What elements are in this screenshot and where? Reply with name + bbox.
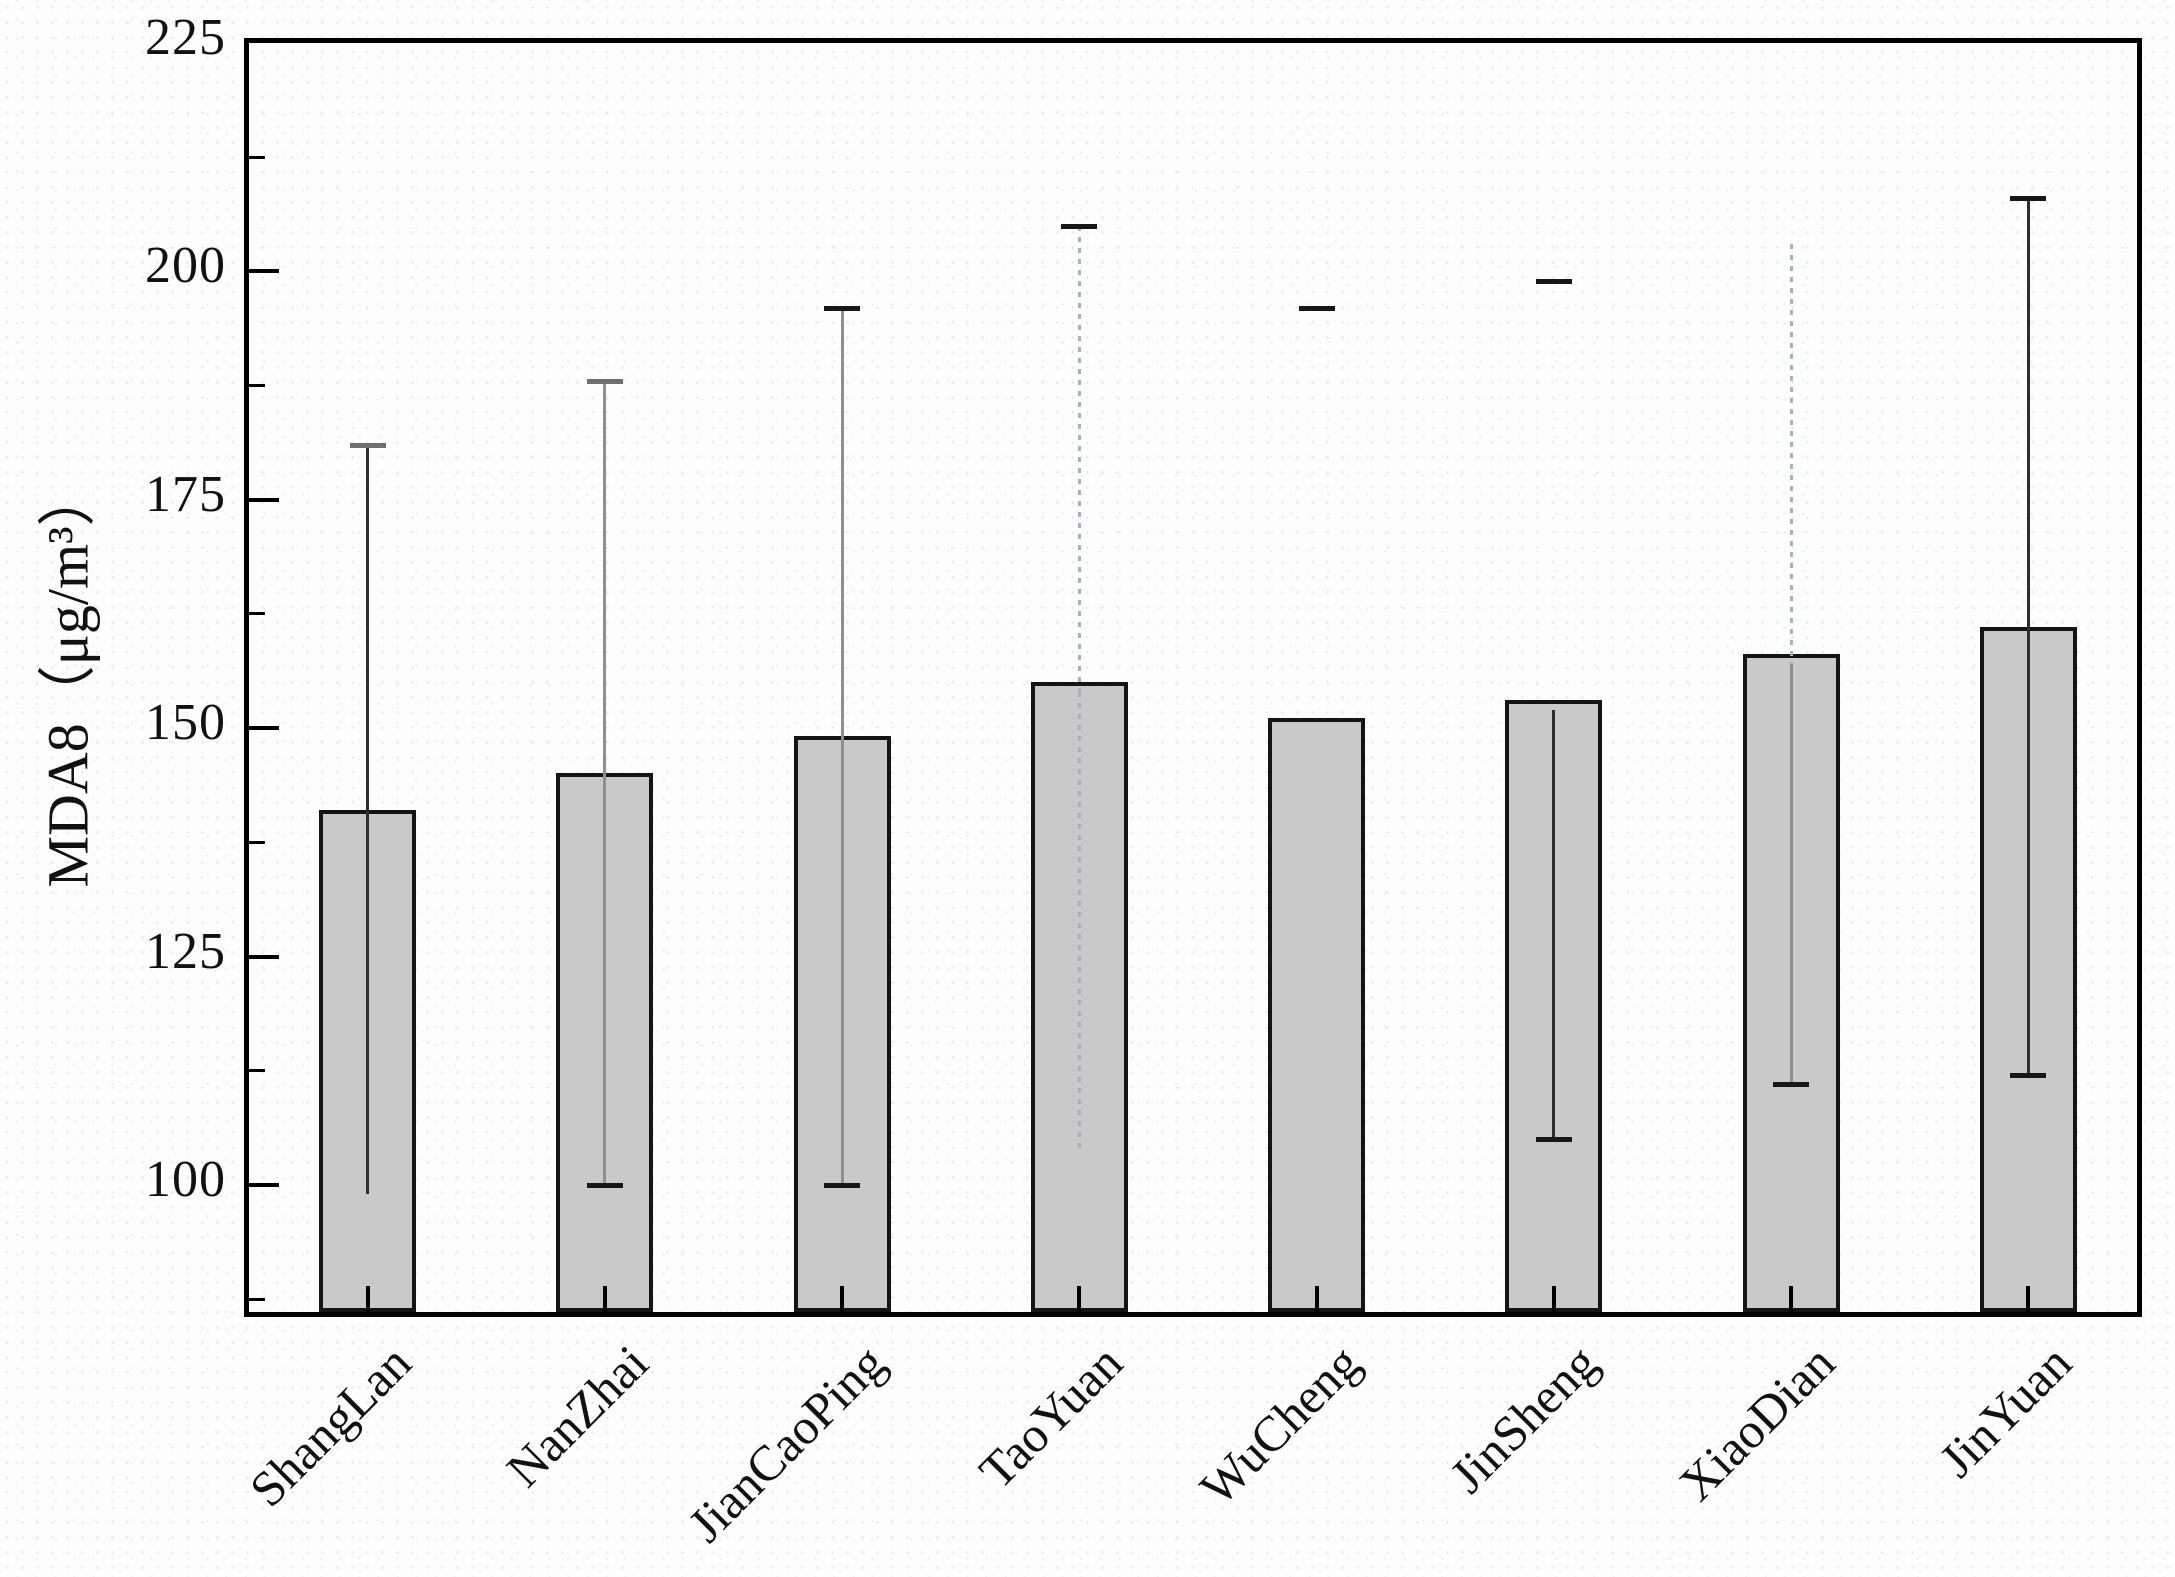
x-axis-tick — [1789, 1286, 1794, 1312]
x-tick-label-jinsheng: JinSheng — [1438, 1334, 1608, 1504]
error-cap-bottom — [824, 1182, 861, 1188]
error-cap-top — [824, 305, 861, 311]
error-cap-bottom — [1773, 1082, 1810, 1088]
error-cap-bottom — [586, 1182, 623, 1188]
x-axis-tick — [365, 1286, 370, 1312]
error-line-lower — [603, 782, 607, 1185]
x-axis-tick — [1314, 1286, 1319, 1312]
x-tick-label-shanglan: ShangLan — [238, 1334, 422, 1518]
x-tick-label-jinyuan: JinYuan — [1928, 1334, 2083, 1488]
x-tick-label-jiancaoping: JianCaoPing — [677, 1334, 897, 1553]
x-tick-label-xiaodian: XiaoDian — [1667, 1334, 1846, 1512]
y-axis-major-tick — [249, 269, 279, 274]
y-tick-label: 150 — [145, 694, 226, 752]
error-cap-top — [349, 442, 386, 448]
y-axis-minor-tick — [249, 612, 265, 616]
error-cap-bottom — [2010, 1073, 2047, 1079]
error-line-lower — [2026, 636, 2030, 1076]
error-line-lower — [840, 746, 844, 1185]
x-tick-label-nanzhai: NanZhai — [495, 1334, 659, 1498]
x-axis-tick — [2026, 1286, 2031, 1312]
error-line-upper — [1077, 225, 1081, 692]
y-axis-major-tick — [249, 497, 279, 502]
y-axis-title-text: MDA8（μg/m³） — [36, 467, 101, 888]
x-axis-tick — [602, 1286, 607, 1312]
y-axis-major-tick — [249, 954, 279, 959]
bar-wucheng — [1268, 718, 1366, 1312]
y-axis-minor-tick — [249, 155, 265, 159]
x-axis-tick — [840, 1286, 845, 1312]
y-tick-label: 225 — [145, 9, 226, 66]
y-axis-major-tick — [249, 726, 279, 731]
error-line-lower — [1789, 664, 1793, 1085]
error-line-lower — [366, 819, 370, 1195]
error-line-upper — [2026, 198, 2030, 637]
error-cap-top — [1535, 278, 1572, 284]
x-tick-label-taoyuan: TaoYuan — [968, 1334, 1134, 1500]
error-cap-top — [1298, 305, 1335, 311]
x-axis-tick — [1077, 1286, 1082, 1312]
error-cap-top — [586, 379, 623, 385]
y-tick-label: 200 — [145, 237, 226, 295]
error-line-lower — [1077, 691, 1081, 1149]
error-cap-bottom — [1535, 1137, 1572, 1143]
error-line-upper — [603, 381, 607, 783]
error-cap-top — [2010, 196, 2047, 202]
y-axis-minor-tick — [249, 1297, 265, 1301]
y-tick-label: 100 — [145, 1150, 226, 1208]
x-axis-tick — [1551, 1286, 1556, 1312]
y-axis-minor-tick — [249, 384, 265, 388]
y-axis-major-tick — [249, 1182, 279, 1187]
error-cap-top — [1061, 223, 1098, 229]
plot-area — [244, 38, 2142, 1317]
error-line-lower — [1552, 709, 1556, 1140]
error-line-upper — [1789, 243, 1793, 665]
x-tick-label-wucheng: WuCheng — [1188, 1334, 1371, 1516]
y-tick-label: 175 — [145, 465, 226, 523]
y-axis-title: MDA8（μg/m³） — [8, 38, 118, 1317]
error-line-upper — [366, 444, 370, 820]
y-axis-minor-tick — [249, 1069, 265, 1073]
y-tick-label: 125 — [145, 922, 226, 980]
y-axis-minor-tick — [249, 840, 265, 844]
error-line-upper — [840, 307, 844, 747]
